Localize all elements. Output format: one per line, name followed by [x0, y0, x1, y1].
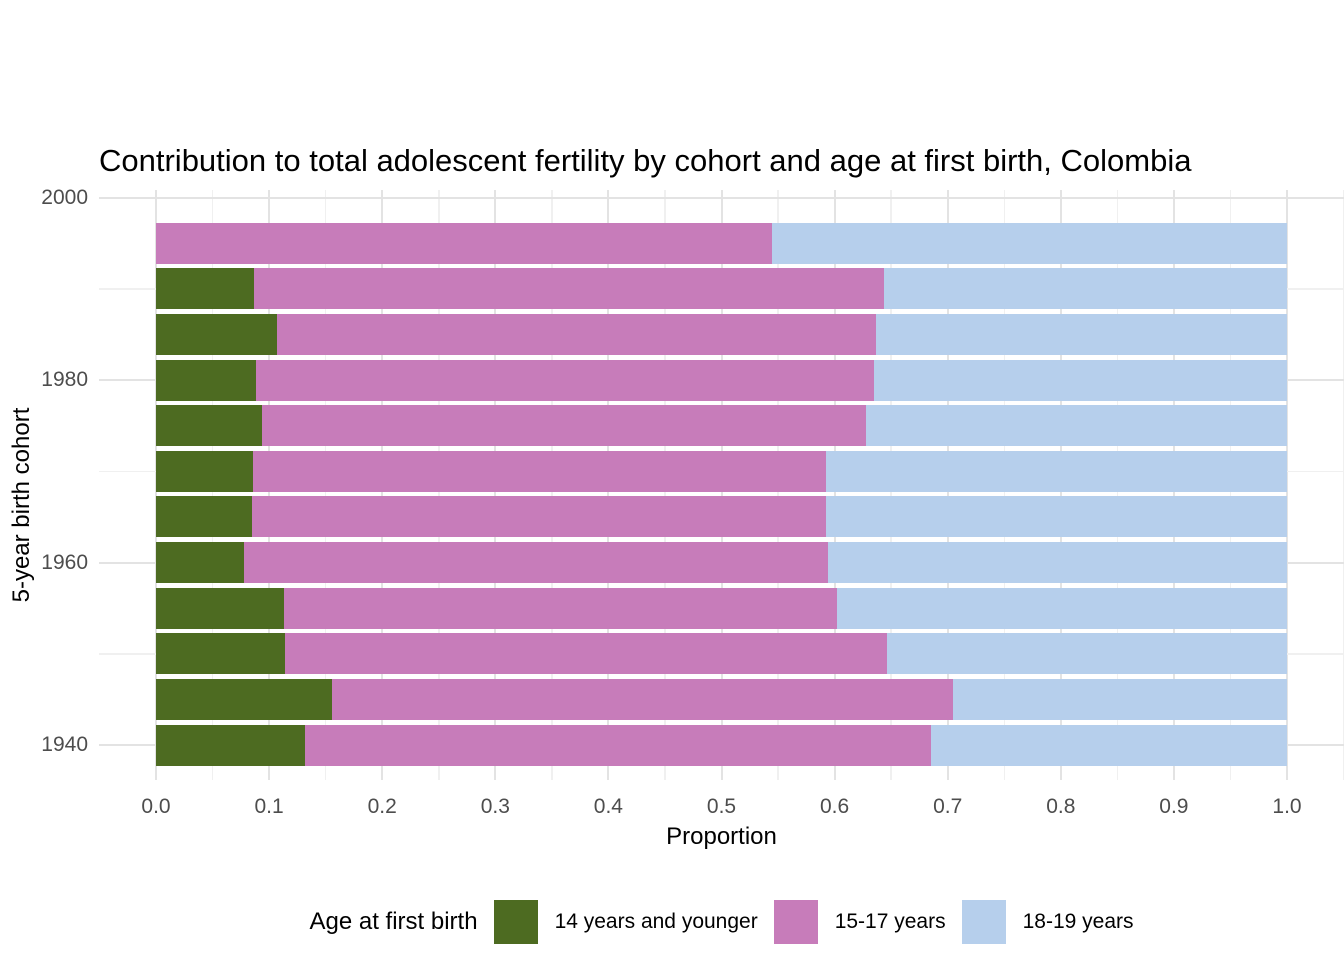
bar-segment-1970	[825, 450, 1287, 492]
bar-segment-1985	[277, 313, 877, 355]
bar-segment-1960	[244, 542, 828, 583]
bar-segment-1960	[156, 542, 245, 583]
bar-segment-1975	[866, 405, 1287, 447]
chart-title: Contribution to total adolescent fertili…	[99, 143, 1192, 178]
bar-segment-1980	[874, 359, 1287, 401]
y-tick-label: 1940	[41, 733, 88, 756]
bar-segment-1995	[156, 222, 773, 264]
bar-segment-1965	[825, 496, 1287, 538]
bar-segment-1945	[953, 678, 1287, 720]
bar-segment-1950	[156, 633, 285, 675]
x-tick-label: 0.8	[1046, 795, 1076, 818]
x-tick-label: 0.4	[593, 795, 623, 818]
bar-segment-1950	[284, 633, 887, 675]
x-tick-label: 0.9	[1159, 795, 1189, 818]
bar-segment-1990	[156, 268, 255, 310]
bar-segment-1940	[156, 724, 306, 766]
legend: Age at first birth 14 years and younger …	[99, 900, 1344, 944]
bar-segment-1960	[827, 542, 1287, 583]
legend-title: Age at first birth	[309, 908, 478, 935]
bar-segment-1945	[156, 678, 333, 720]
legend-label-15-17: 15-17 years	[834, 910, 946, 933]
legend-swatch-18-19	[961, 900, 1006, 944]
bar-segment-1990	[884, 268, 1287, 310]
gridline-x-minor	[1342, 190, 1344, 780]
x-tick-label: 1.0	[1272, 795, 1302, 818]
legend-swatch-15-17	[773, 900, 818, 944]
bar-segment-1970	[156, 450, 254, 492]
x-tick-label: 0.6	[819, 795, 850, 818]
x-tick-label: 0.0	[141, 795, 171, 818]
bar-segment-1940	[305, 724, 931, 766]
bar-segment-1975	[262, 405, 867, 447]
bar-segment-1955	[283, 587, 837, 629]
bar-segment-1955	[156, 587, 284, 629]
y-tick-label: 2000	[41, 185, 88, 209]
y-tick-label: 1980	[41, 368, 88, 391]
x-tick-label: 0.1	[254, 795, 284, 818]
x-axis-title: Proportion	[666, 823, 777, 850]
y-axis-title: 5-year birth cohort	[8, 407, 35, 603]
x-tick-label: 0.3	[480, 795, 510, 818]
bar-segment-1985	[156, 313, 278, 355]
x-tick-label: 0.5	[706, 795, 737, 818]
x-tick-label: 0.7	[933, 795, 963, 818]
gridline-y-major	[99, 196, 1344, 199]
bar-segment-1940	[930, 724, 1287, 766]
bar-segment-1955	[836, 587, 1287, 629]
legend-item-14-and-younger: 14 years and younger	[493, 900, 758, 944]
bar-segment-1965	[156, 496, 253, 538]
x-tick-label: 0.2	[367, 795, 397, 818]
bar-segment-1970	[253, 450, 826, 492]
y-tick-label: 1960	[41, 550, 88, 574]
bar-segment-1980	[255, 359, 875, 401]
bar-segment-1965	[252, 496, 826, 538]
bar-segment-1995	[772, 222, 1287, 264]
legend-label-14-and-younger: 14 years and younger	[554, 910, 758, 933]
bar-segment-1990	[254, 268, 885, 310]
bar-segment-1980	[156, 359, 256, 401]
legend-item-18-19: 18-19 years	[961, 900, 1134, 944]
bar-segment-1950	[886, 633, 1287, 675]
bar-segment-1985	[876, 313, 1287, 355]
bar-segment-1975	[156, 405, 263, 447]
legend-swatch-14-and-younger	[493, 900, 538, 944]
legend-item-15-17: 15-17 years	[773, 900, 946, 944]
gridline-x-major	[1286, 190, 1288, 780]
legend-label-18-19: 18-19 years	[1022, 910, 1134, 933]
bar-segment-1945	[332, 678, 954, 720]
